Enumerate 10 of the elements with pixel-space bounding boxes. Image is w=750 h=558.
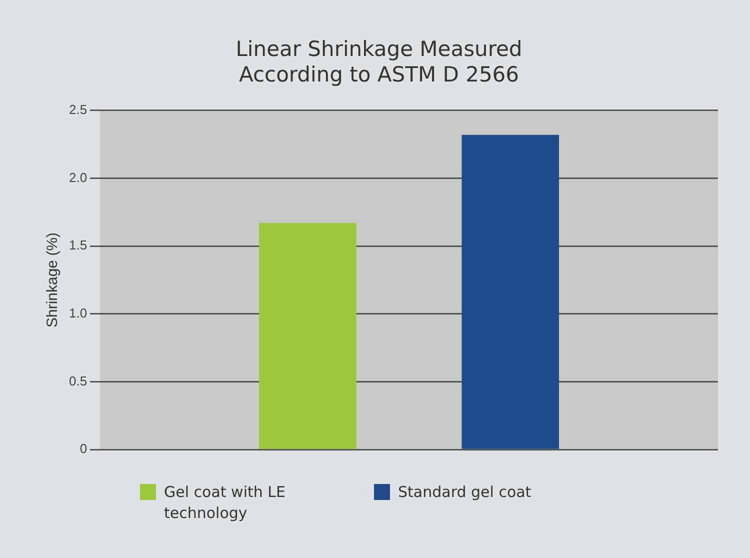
y-tick-label: 0.5 [68,373,88,388]
y-tick-label: 1.0 [68,306,88,320]
y-axis-title: Shrinkage (%) [44,232,62,328]
y-tick-label: 2.0 [68,170,88,185]
y-tick-label: 2.5 [68,102,88,117]
legend-label: Gel coat with LE technology [164,482,286,524]
chart-title: Linear Shrinkage Measured According to ASTM D 2566 [236,37,522,86]
legend-label: Standard gel coat [398,482,532,503]
y-tick-label: 1.5 [68,238,88,253]
y-tick-label: 0 [80,441,88,456]
